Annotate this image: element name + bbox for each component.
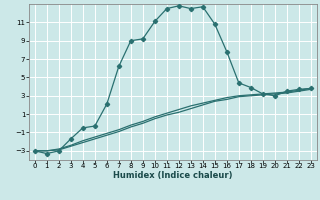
X-axis label: Humidex (Indice chaleur): Humidex (Indice chaleur): [113, 171, 233, 180]
